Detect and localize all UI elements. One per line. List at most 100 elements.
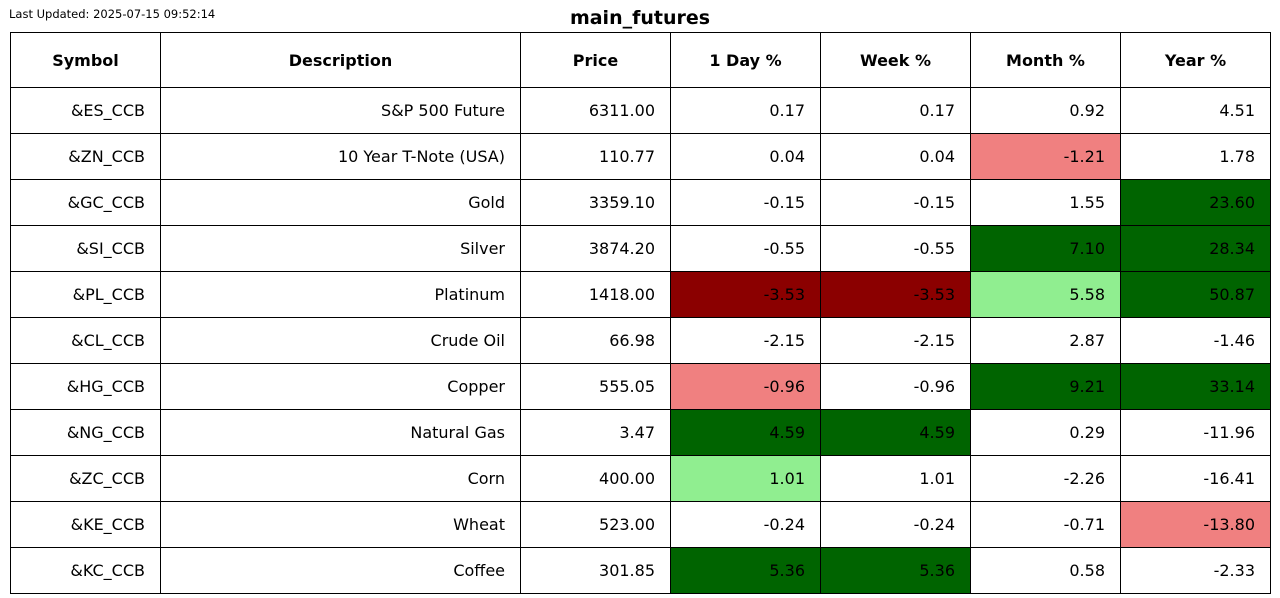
price-cell: 3874.20 <box>520 225 671 272</box>
column-header-description: Description <box>160 32 521 88</box>
year-pct-cell: 4.51 <box>1120 87 1271 134</box>
month-pct-cell: 2.87 <box>970 317 1121 364</box>
header-row: Symbol Description Price 1 Day % Week % … <box>10 32 1271 88</box>
week-pct-cell: -2.15 <box>820 317 971 364</box>
year-pct-cell: 28.34 <box>1120 225 1271 272</box>
month-pct-cell: 0.29 <box>970 409 1121 456</box>
week-pct-cell: -0.55 <box>820 225 971 272</box>
year-pct-cell: -1.46 <box>1120 317 1271 364</box>
description-cell: Wheat <box>160 501 521 548</box>
description-cell: Gold <box>160 179 521 226</box>
week-pct-cell: -3.53 <box>820 271 971 318</box>
week-pct-cell: 4.59 <box>820 409 971 456</box>
year-pct-cell: -2.33 <box>1120 547 1271 594</box>
month-pct-cell: -1.21 <box>970 133 1121 180</box>
year-pct-cell: -11.96 <box>1120 409 1271 456</box>
description-cell: S&P 500 Future <box>160 87 521 134</box>
day-pct-cell: -3.53 <box>670 271 821 318</box>
table-row: &KC_CCB Coffee 301.85 5.36 5.36 0.58 -2.33 <box>10 547 1271 594</box>
month-pct-cell: 5.58 <box>970 271 1121 318</box>
price-cell: 66.98 <box>520 317 671 364</box>
price-cell: 555.05 <box>520 363 671 410</box>
description-cell: Platinum <box>160 271 521 318</box>
symbol-cell: &CL_CCB <box>10 317 161 364</box>
description-cell: Crude Oil <box>160 317 521 364</box>
column-header-month-pct: Month % <box>970 32 1121 88</box>
day-pct-cell: -0.55 <box>670 225 821 272</box>
month-pct-cell: 0.58 <box>970 547 1121 594</box>
year-pct-cell: 33.14 <box>1120 363 1271 410</box>
symbol-cell: &ZN_CCB <box>10 133 161 180</box>
month-pct-cell: 0.92 <box>970 87 1121 134</box>
week-pct-cell: -0.96 <box>820 363 971 410</box>
symbol-cell: &GC_CCB <box>10 179 161 226</box>
futures-table: Symbol Description Price 1 Day % Week % … <box>10 32 1271 594</box>
description-cell: Natural Gas <box>160 409 521 456</box>
day-pct-cell: -0.96 <box>670 363 821 410</box>
price-cell: 1418.00 <box>520 271 671 318</box>
month-pct-cell: 9.21 <box>970 363 1121 410</box>
year-pct-cell: 1.78 <box>1120 133 1271 180</box>
table-row: &ES_CCB S&P 500 Future 6311.00 0.17 0.17 0.92… <box>10 87 1271 134</box>
symbol-cell: &PL_CCB <box>10 271 161 318</box>
day-pct-cell: 0.17 <box>670 87 821 134</box>
symbol-cell: &SI_CCB <box>10 225 161 272</box>
day-pct-cell: 4.59 <box>670 409 821 456</box>
month-pct-cell: -2.26 <box>970 455 1121 502</box>
column-header-symbol: Symbol <box>10 32 161 88</box>
symbol-cell: &HG_CCB <box>10 363 161 410</box>
month-pct-cell: 1.55 <box>970 179 1121 226</box>
price-cell: 6311.00 <box>520 87 671 134</box>
symbol-cell: &KE_CCB <box>10 501 161 548</box>
description-cell: 10 Year T-Note (USA) <box>160 133 521 180</box>
week-pct-cell: 5.36 <box>820 547 971 594</box>
price-cell: 400.00 <box>520 455 671 502</box>
column-header-year-pct: Year % <box>1120 32 1271 88</box>
year-pct-cell: 50.87 <box>1120 271 1271 318</box>
week-pct-cell: 0.17 <box>820 87 971 134</box>
week-pct-cell: -0.15 <box>820 179 971 226</box>
table-row: &CL_CCB Crude Oil 66.98 -2.15 -2.15 2.87 -1.46 <box>10 317 1271 364</box>
description-cell: Silver <box>160 225 521 272</box>
week-pct-cell: 1.01 <box>820 455 971 502</box>
price-cell: 3.47 <box>520 409 671 456</box>
day-pct-cell: 1.01 <box>670 455 821 502</box>
day-pct-cell: -2.15 <box>670 317 821 364</box>
description-cell: Copper <box>160 363 521 410</box>
year-pct-cell: 23.60 <box>1120 179 1271 226</box>
table-row: &KE_CCB Wheat 523.00 -0.24 -0.24 -0.71 -13.80 <box>10 501 1271 548</box>
symbol-cell: &ES_CCB <box>10 87 161 134</box>
price-cell: 523.00 <box>520 501 671 548</box>
symbol-cell: &NG_CCB <box>10 409 161 456</box>
table-row: &ZC_CCB Corn 400.00 1.01 1.01 -2.26 -16.41 <box>10 455 1271 502</box>
table-row: &PL_CCB Platinum 1418.00 -3.53 -3.53 5.58 50.8… <box>10 271 1271 318</box>
table-row: &GC_CCB Gold 3359.10 -0.15 -0.15 1.55 23.60 <box>10 179 1271 226</box>
table-row: &NG_CCB Natural Gas 3.47 4.59 4.59 0.29 -11.96 <box>10 409 1271 456</box>
column-header-price: Price <box>520 32 671 88</box>
week-pct-cell: -0.24 <box>820 501 971 548</box>
description-cell: Corn <box>160 455 521 502</box>
day-pct-cell: -0.24 <box>670 501 821 548</box>
price-cell: 3359.10 <box>520 179 671 226</box>
week-pct-cell: 0.04 <box>820 133 971 180</box>
column-header-week-pct: Week % <box>820 32 971 88</box>
symbol-cell: &KC_CCB <box>10 547 161 594</box>
year-pct-cell: -13.80 <box>1120 501 1271 548</box>
description-cell: Coffee <box>160 547 521 594</box>
year-pct-cell: -16.41 <box>1120 455 1271 502</box>
symbol-cell: &ZC_CCB <box>10 455 161 502</box>
last-updated-timestamp: Last Updated: 2025-07-15 09:52:14 <box>9 7 216 21</box>
day-pct-cell: 0.04 <box>670 133 821 180</box>
month-pct-cell: -0.71 <box>970 501 1121 548</box>
table-row: &ZN_CCB 10 Year T-Note (USA) 110.77 0.04 0.0… <box>10 133 1271 180</box>
price-cell: 301.85 <box>520 547 671 594</box>
table-row: &SI_CCB Silver 3874.20 -0.55 -0.55 7.10 28.34 <box>10 225 1271 272</box>
table-row: &HG_CCB Copper 555.05 -0.96 -0.96 9.21 33.14 <box>10 363 1271 410</box>
table-body: &ES_CCB S&P 500 Future 6311.00 0.17 0.17 0.92… <box>10 87 1271 594</box>
month-pct-cell: 7.10 <box>970 225 1121 272</box>
day-pct-cell: -0.15 <box>670 179 821 226</box>
column-header-1-day-pct: 1 Day % <box>670 32 821 88</box>
price-cell: 110.77 <box>520 133 671 180</box>
day-pct-cell: 5.36 <box>670 547 821 594</box>
table-title: main_futures <box>569 7 711 29</box>
